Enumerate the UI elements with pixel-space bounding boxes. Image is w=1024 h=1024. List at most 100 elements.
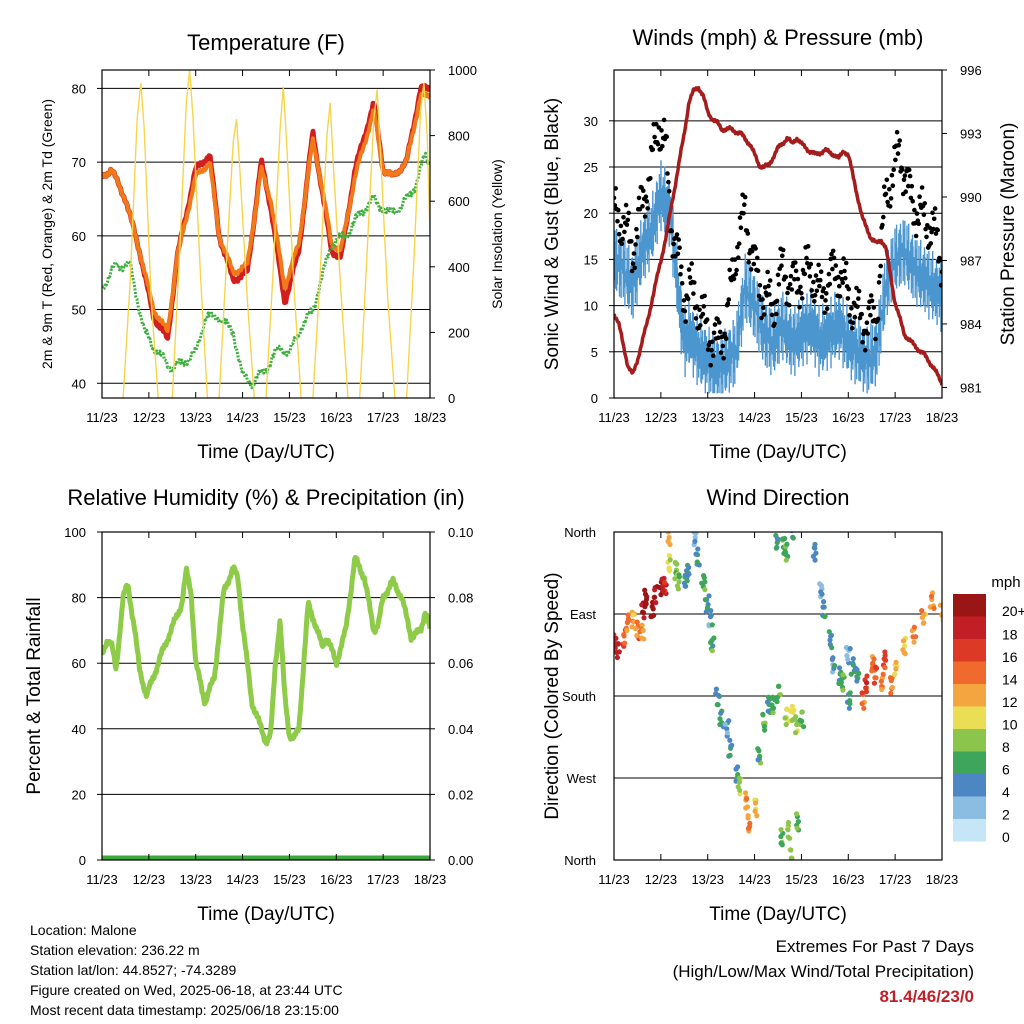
direction-point: [872, 664, 879, 670]
direction-point: [652, 587, 658, 593]
colorbar-label: 20+: [1002, 603, 1024, 619]
direction-point: [614, 635, 619, 641]
gust-point: [765, 269, 770, 275]
direction-point: [756, 748, 762, 754]
direction-point: [821, 599, 827, 605]
gust-point: [857, 315, 863, 321]
colorbar-label: 4: [1002, 784, 1010, 800]
gust-point: [869, 298, 875, 304]
gust-point: [736, 255, 741, 260]
xtick-label: 14/23: [226, 410, 259, 425]
ytick-label: 10: [584, 299, 598, 314]
gust-point: [671, 241, 676, 247]
xtick-label: 12/23: [133, 410, 166, 425]
direction-point: [760, 711, 766, 717]
xtick-label: 14/23: [738, 410, 771, 425]
xtick-label: 14/23: [738, 872, 771, 887]
y2tick-label: 0: [448, 391, 455, 406]
temperature-y2ticks: 0 200 400 600 800 1000: [430, 63, 477, 406]
gust-point: [619, 241, 625, 247]
temperature-panel: Temperature (F) Time (Day/UTC) 2m & 9m T (…: [39, 30, 505, 463]
direction-cluster: [713, 686, 760, 834]
gust-point: [906, 183, 911, 189]
gust-point: [660, 143, 665, 149]
gust-point: [618, 223, 624, 229]
temperature-frame: [101, 69, 431, 399]
gust-point: [789, 287, 795, 292]
direction-point: [801, 724, 807, 730]
gust-point: [623, 202, 629, 208]
speed-colorbar: mph 20+ 18 16 14 12 10 8 6 4 2 0: [953, 574, 1024, 845]
direction-point: [761, 723, 768, 730]
gust-point: [816, 262, 821, 268]
direction-point: [713, 686, 720, 692]
gust-point: [644, 199, 650, 204]
gust-point: [891, 167, 896, 173]
colorbar-swatch: [953, 706, 986, 729]
direction-point: [727, 752, 733, 759]
direction-point: [754, 813, 760, 819]
direction-point: [718, 710, 724, 716]
xtick-label: 15/23: [273, 410, 306, 425]
gust-point: [780, 247, 786, 253]
gust-point: [698, 323, 703, 328]
gust-point: [669, 228, 675, 234]
gust-point: [819, 294, 825, 300]
direction-point: [778, 840, 784, 847]
xtick-label: 14/23: [226, 872, 259, 887]
gust-point: [805, 261, 810, 266]
gust-point: [881, 214, 886, 220]
direction-point: [726, 718, 732, 724]
direction-point: [651, 594, 657, 601]
direction-point: [919, 608, 925, 614]
direction-point: [799, 709, 805, 715]
direction-point: [672, 576, 678, 582]
xtick-label: 13/23: [691, 410, 724, 425]
gust-point: [917, 194, 922, 199]
gust-point: [818, 277, 823, 283]
direction-point: [614, 641, 620, 647]
direction-point: [775, 537, 782, 543]
direction-point: [640, 627, 646, 634]
colorbar-label: 14: [1002, 672, 1018, 688]
xtick-label: 16/23: [832, 872, 865, 887]
direction-point: [752, 808, 758, 815]
gust-point: [766, 283, 771, 289]
gust-point: [723, 336, 729, 342]
gust-point: [652, 134, 657, 140]
gust-point: [648, 176, 653, 181]
direction-point: [770, 710, 776, 716]
gust-point: [709, 347, 714, 353]
gust-point: [666, 179, 671, 185]
gust-point: [914, 211, 920, 216]
y2tick-label: 0.10: [448, 525, 473, 540]
direction-point: [744, 796, 750, 802]
gust-point: [769, 312, 775, 318]
direction-point: [847, 690, 853, 696]
gust-point: [716, 335, 721, 341]
gust-point: [884, 177, 890, 183]
y2tick-label: 400: [448, 260, 470, 275]
gust-point: [793, 268, 799, 274]
direction-point: [790, 522, 795, 527]
gust-point: [843, 260, 849, 266]
direction-point: [882, 665, 888, 671]
direction-point: [764, 699, 771, 705]
direction-point: [791, 707, 797, 713]
direction-point: [921, 620, 927, 626]
direction-point: [736, 775, 743, 781]
gust-point: [616, 231, 622, 237]
direction-point: [691, 532, 697, 535]
gust-point: [650, 147, 656, 152]
gust-point: [909, 183, 915, 189]
direction-point: [832, 663, 838, 669]
direction-point: [818, 589, 824, 595]
gust-point: [774, 311, 779, 317]
direction-point: [880, 671, 886, 678]
gust-point: [809, 288, 814, 293]
xtick-label: 12/23: [645, 410, 678, 425]
temperature-xticks: 11/23 12/23 13/23 14/23 15/23 16/23 17/23 18/23: [86, 70, 446, 425]
gust-point: [831, 255, 837, 261]
direction-point: [893, 659, 899, 665]
gust-point: [786, 302, 792, 308]
